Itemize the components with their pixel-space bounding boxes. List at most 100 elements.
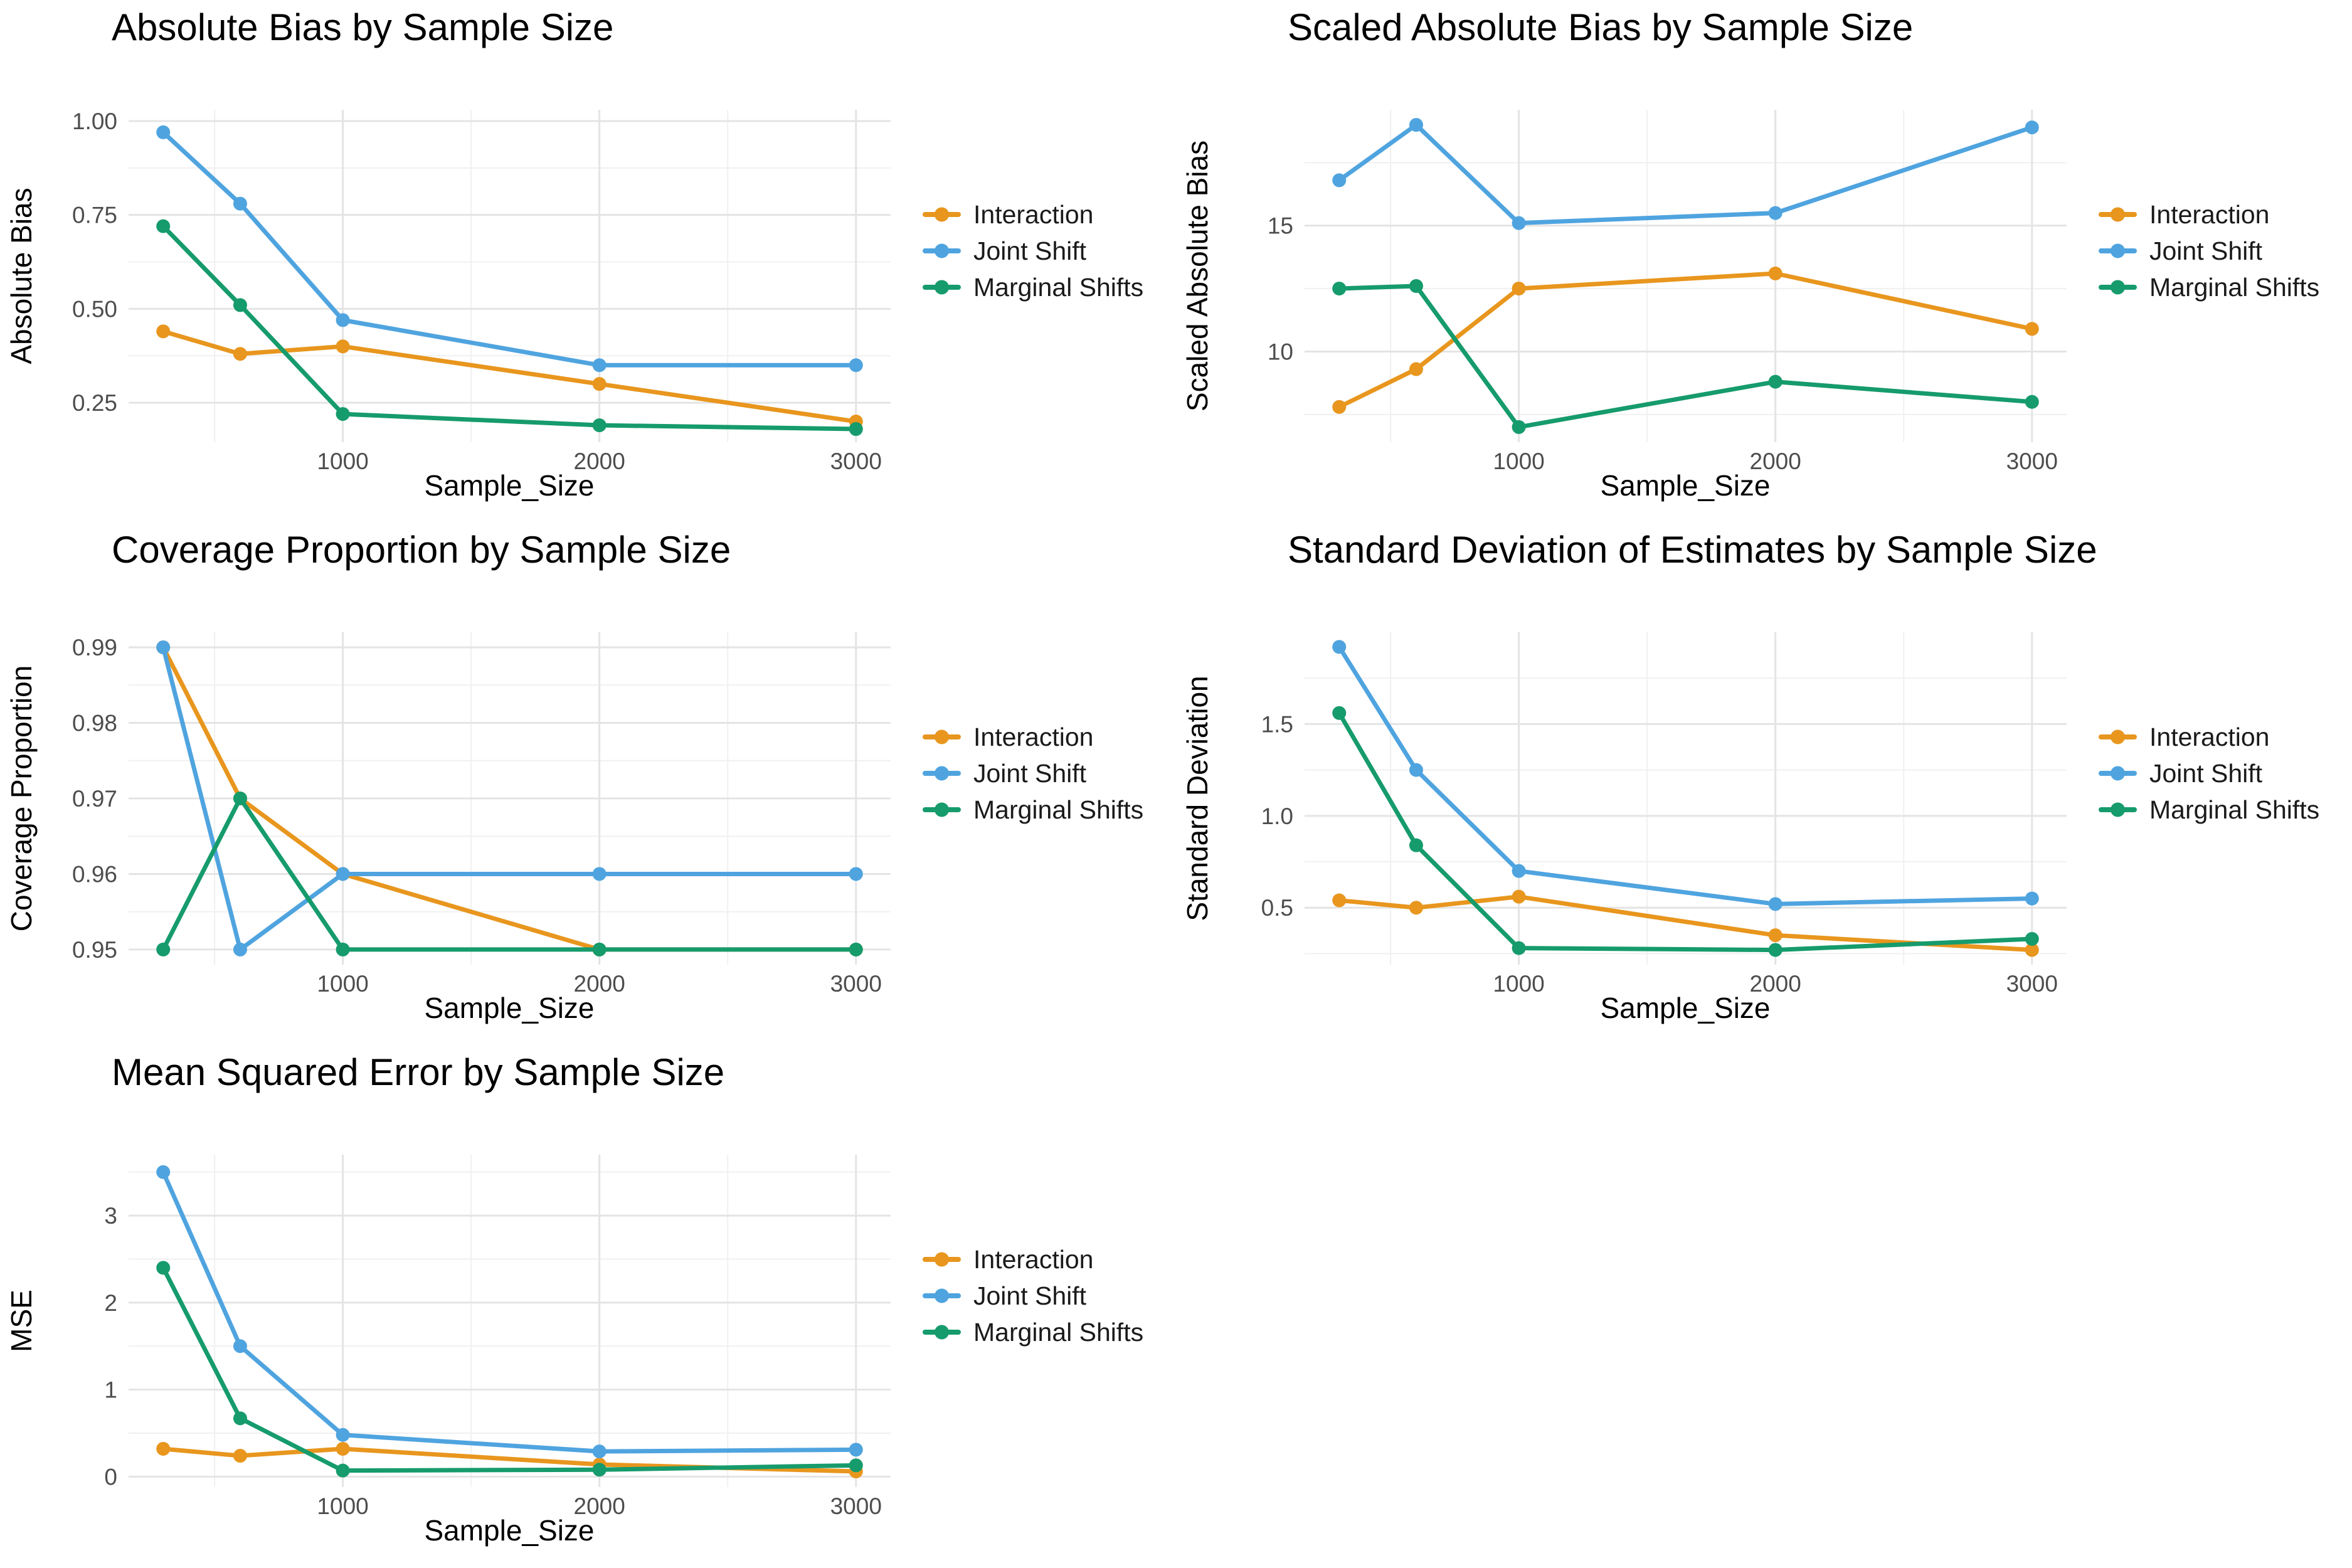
x-tick-label: 3000 [2006, 448, 2058, 474]
data-point-interaction [336, 1441, 350, 1456]
data-point-joint-shift [156, 1165, 171, 1179]
legend-entry-marginal-shifts: Marginal Shifts [2099, 795, 2319, 824]
legend-entry-joint-shift: Joint Shift [923, 759, 1087, 788]
data-point-joint-shift [1512, 864, 1526, 878]
x-axis-title: Sample_Size [424, 1514, 594, 1547]
y-axis-title: Coverage Proportion [5, 665, 38, 931]
legend-entry-interaction: Interaction [2099, 200, 2269, 229]
x-tick-label: 1000 [1493, 971, 1544, 997]
y-tick-label: 0.96 [72, 861, 117, 887]
legend-key-dot [2111, 207, 2125, 222]
y-tick-label: 0.75 [72, 203, 117, 228]
data-point-joint-shift [592, 867, 607, 881]
x-tick-label: 1000 [317, 971, 368, 997]
chart-title: Standard Deviation of Estimates by Sampl… [1288, 529, 2097, 571]
series-line-marginal-shifts [161, 224, 859, 432]
y-tick-label: 1.0 [1261, 803, 1293, 829]
legend-key-dot [935, 766, 949, 781]
legend-key-dot [2111, 766, 2125, 781]
x-tick-label: 2000 [574, 1493, 625, 1519]
data-point-marginal-shifts [336, 407, 350, 421]
legend-label: Joint Shift [2149, 759, 2263, 788]
legend-entry-marginal-shifts: Marginal Shifts [923, 1318, 1143, 1347]
data-point-interaction [1512, 282, 1526, 296]
x-tick-label: 2000 [1750, 971, 1801, 997]
data-point-marginal-shifts [1409, 838, 1423, 852]
data-point-marginal-shifts [849, 422, 863, 437]
data-point-marginal-shifts [1409, 279, 1423, 294]
data-point-marginal-shifts [849, 942, 863, 956]
series-line-interaction [161, 329, 859, 424]
x-tick-label: 1000 [317, 448, 368, 474]
data-point-marginal-shifts [336, 1463, 350, 1478]
legend-key-dot [2111, 802, 2125, 817]
legend-label: Joint Shift [973, 1281, 1087, 1310]
data-point-joint-shift [233, 1339, 247, 1353]
legend-entry-interaction: Interaction [923, 200, 1093, 229]
chart-canvas-scaled-absolute-bias: 1000 2000 3000 10 15 Interaction Joint Shift Ma… [1181, 6, 2319, 502]
series-line-marginal-shifts [1337, 711, 2035, 953]
x-tick-label: 3000 [2006, 971, 2058, 997]
data-point-interaction [1332, 893, 1347, 908]
y-axis-title: Absolute Bias [5, 188, 38, 364]
legend-entry-interaction: Interaction [2099, 723, 2269, 751]
legend-label: Interaction [973, 723, 1093, 751]
data-point-marginal-shifts [1768, 374, 1783, 389]
y-tick-label: 0.25 [72, 390, 117, 416]
series-line-joint-shift [1337, 122, 2035, 226]
legend-label: Interaction [973, 200, 1093, 229]
y-tick-label: 3 [104, 1203, 117, 1229]
data-point-joint-shift [1332, 640, 1347, 654]
data-point-interaction [2025, 322, 2039, 336]
data-point-joint-shift [1768, 206, 1783, 220]
data-point-joint-shift [849, 1443, 863, 1457]
data-point-marginal-shifts [592, 418, 607, 433]
chart-title: Absolute Bias by Sample Size [112, 6, 613, 48]
data-point-interaction [233, 347, 247, 361]
data-point-marginal-shifts [1768, 943, 1783, 957]
legend-label: Marginal Shifts [973, 273, 1143, 302]
data-point-joint-shift [1409, 118, 1423, 132]
chart-mse: 1000 2000 3000 0 1 2 3 Interaction Joint Shift Ma… [0, 1045, 1176, 1567]
data-point-marginal-shifts [2025, 932, 2039, 946]
series-line-joint-shift [1337, 644, 2035, 906]
y-tick-label: 0.95 [72, 937, 117, 963]
data-point-interaction [1409, 362, 1423, 376]
data-point-joint-shift [1768, 897, 1783, 911]
y-tick-label: 1 [104, 1377, 117, 1403]
x-tick-label: 1000 [1493, 448, 1544, 474]
series-line-joint-shift [161, 1170, 859, 1454]
legend-key-dot [2111, 243, 2125, 258]
chart-scaled-absolute-bias: 1000 2000 3000 10 15 Interaction Joint Shift Ma… [1176, 0, 2352, 522]
legend-entry-interaction: Interaction [923, 1245, 1093, 1274]
x-tick-label: 2000 [574, 971, 625, 997]
legend-label: Joint Shift [973, 236, 1087, 265]
legend-entry-joint-shift: Joint Shift [2099, 236, 2263, 265]
data-point-marginal-shifts [233, 792, 247, 805]
legend-key-dot [935, 729, 949, 744]
data-point-joint-shift [156, 125, 171, 139]
y-tick-label: 10 [1268, 339, 1293, 364]
y-tick-label: 0.50 [72, 296, 117, 322]
data-point-joint-shift [849, 358, 863, 373]
data-point-marginal-shifts [336, 942, 350, 956]
data-point-interaction [1512, 889, 1526, 904]
y-tick-label: 0.98 [72, 711, 117, 736]
x-tick-label: 1000 [317, 1493, 368, 1519]
y-tick-label: 15 [1268, 213, 1293, 239]
data-point-marginal-shifts [1512, 420, 1526, 434]
series-line-joint-shift [161, 130, 859, 368]
data-point-marginal-shifts [1332, 706, 1347, 720]
data-point-marginal-shifts [592, 942, 607, 956]
y-tick-label: 1.00 [72, 109, 117, 134]
x-axis-title: Sample_Size [1600, 992, 1770, 1024]
legend-key-dot [935, 1288, 949, 1303]
data-point-joint-shift [1409, 763, 1423, 777]
legend-entry-joint-shift: Joint Shift [2099, 759, 2263, 788]
x-tick-label: 3000 [830, 1493, 882, 1519]
data-point-interaction [1409, 901, 1423, 915]
data-point-marginal-shifts [156, 942, 171, 956]
legend-label: Joint Shift [973, 759, 1087, 788]
data-point-joint-shift [1512, 216, 1526, 230]
legend-label: Marginal Shifts [973, 1318, 1143, 1347]
